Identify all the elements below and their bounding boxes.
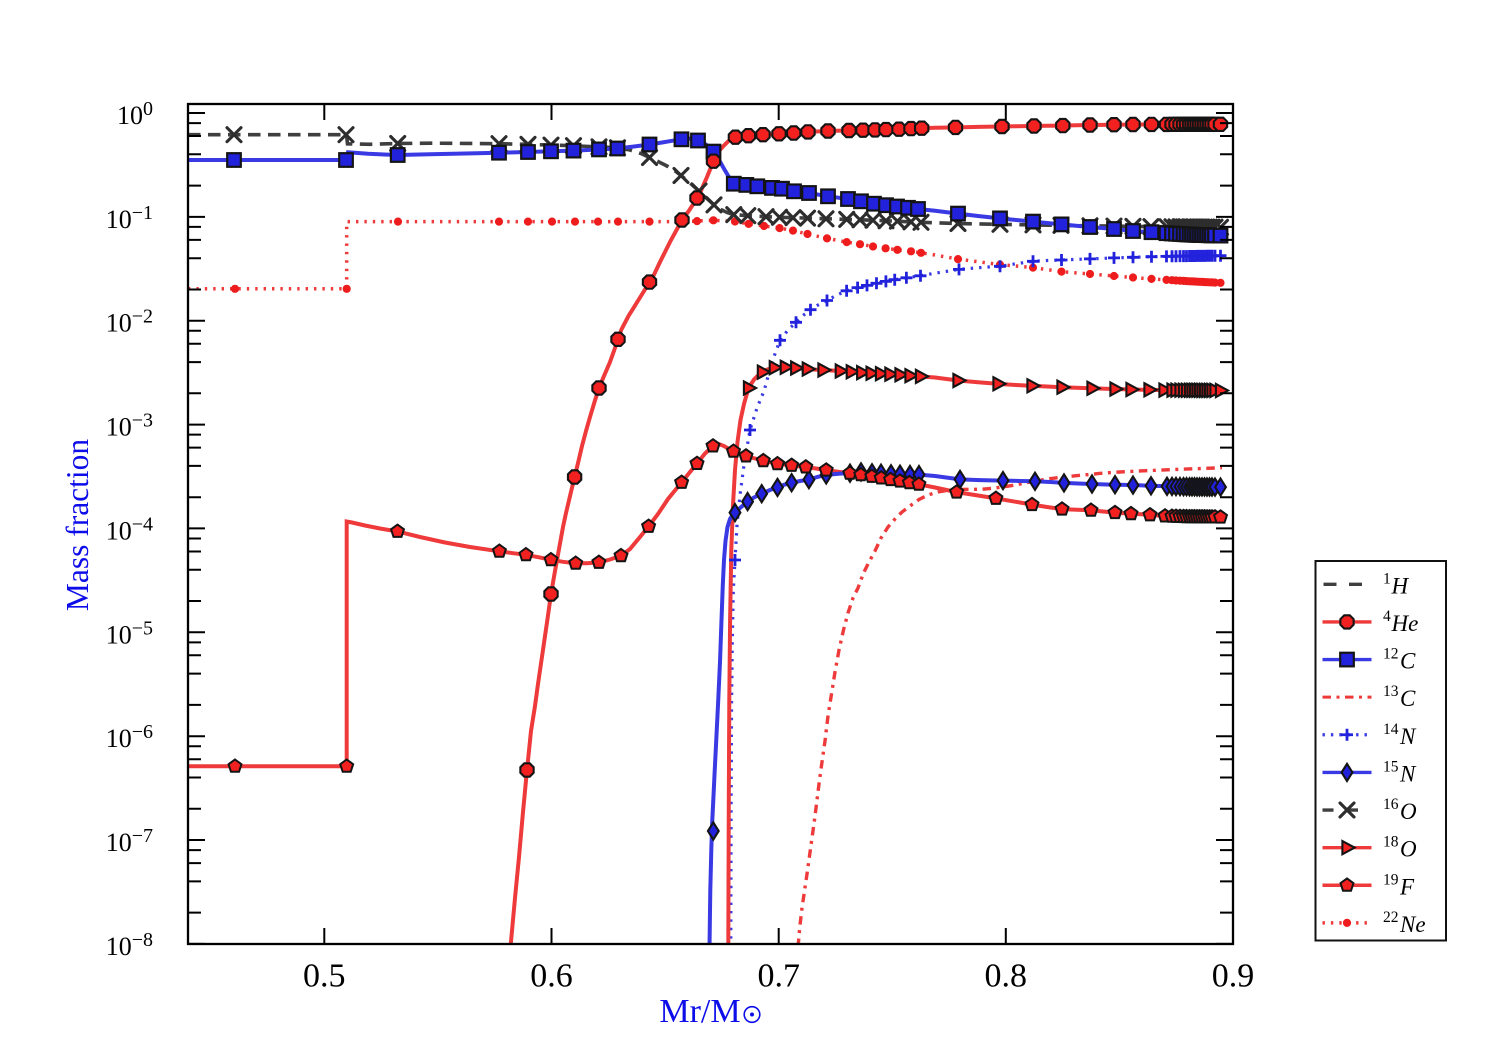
svg-text:Mass fraction: Mass fraction bbox=[60, 439, 95, 612]
svg-text:H: H bbox=[1391, 573, 1410, 598]
svg-text:18: 18 bbox=[1383, 834, 1399, 851]
svg-text:15: 15 bbox=[1383, 758, 1399, 775]
svg-text:Mr/M: Mr/M bbox=[659, 993, 740, 1030]
svg-text:Ne: Ne bbox=[1399, 912, 1426, 937]
svg-text:10−2: 10−2 bbox=[106, 306, 153, 338]
svg-text:O: O bbox=[1400, 799, 1417, 824]
svg-text:N: N bbox=[1399, 724, 1417, 749]
svg-text:14: 14 bbox=[1383, 721, 1399, 738]
svg-text:19: 19 bbox=[1383, 871, 1399, 888]
svg-text:4: 4 bbox=[1383, 608, 1391, 625]
svg-text:C: C bbox=[1400, 649, 1416, 674]
svg-text:0.5: 0.5 bbox=[303, 958, 346, 995]
svg-text:0.9: 0.9 bbox=[1212, 958, 1255, 995]
svg-text:0.7: 0.7 bbox=[757, 958, 800, 995]
svg-text:0.6: 0.6 bbox=[530, 958, 573, 995]
svg-text:N: N bbox=[1399, 761, 1417, 786]
svg-text:0.8: 0.8 bbox=[985, 958, 1028, 995]
svg-text:He: He bbox=[1391, 611, 1419, 636]
svg-text:13: 13 bbox=[1383, 683, 1399, 700]
svg-text:F: F bbox=[1399, 874, 1415, 899]
svg-text:12: 12 bbox=[1383, 646, 1399, 663]
svg-text:C: C bbox=[1400, 686, 1416, 711]
svg-text:1: 1 bbox=[1383, 570, 1391, 587]
svg-text:O: O bbox=[1400, 837, 1417, 862]
svg-text:10−1: 10−1 bbox=[106, 202, 153, 234]
svg-text:22: 22 bbox=[1383, 909, 1399, 926]
svg-text:16: 16 bbox=[1383, 796, 1399, 813]
